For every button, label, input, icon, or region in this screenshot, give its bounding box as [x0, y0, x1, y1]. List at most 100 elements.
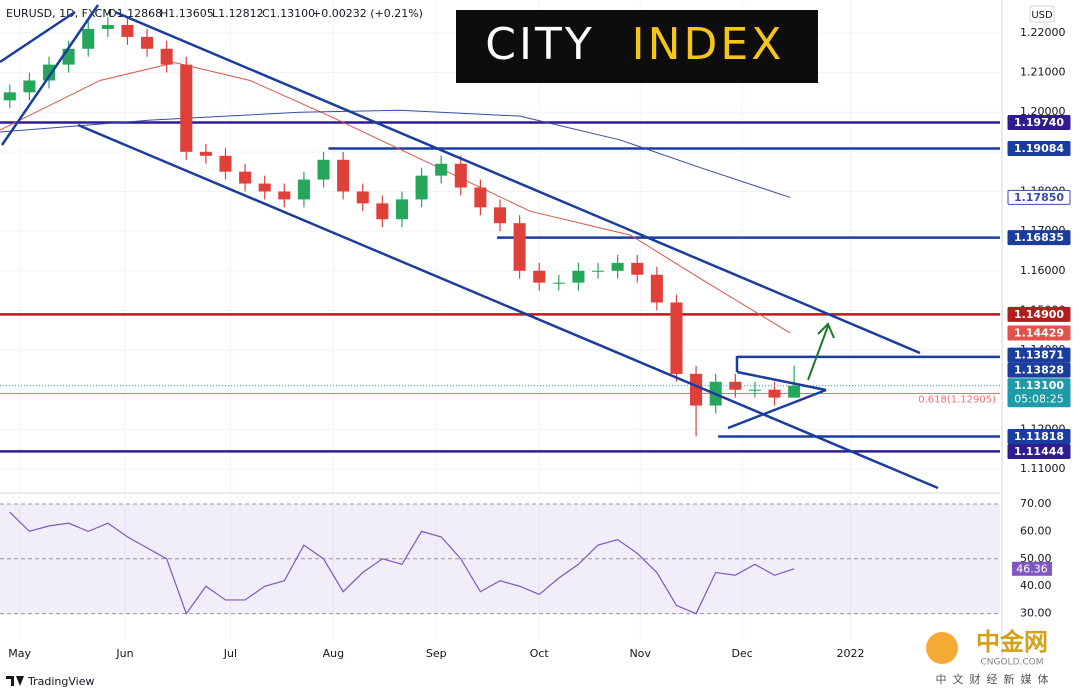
candle-body — [258, 183, 271, 192]
candle-body — [278, 191, 291, 200]
trend-line — [114, 10, 921, 355]
candle-body — [690, 373, 703, 406]
logo-left: CITY — [485, 19, 594, 70]
candle-body — [199, 151, 212, 156]
y-tick-label: 1.20000 — [1020, 105, 1066, 118]
candle-body — [317, 159, 330, 180]
rsi-tick-label: 70.00 — [1020, 497, 1052, 510]
price-label: 1.11818 — [1014, 430, 1064, 443]
watermark-brand: 中金网 — [976, 628, 1048, 656]
watermark-tagline: 中文财经新媒体 — [936, 672, 1055, 686]
currency: USD — [1031, 10, 1053, 21]
moving-average — [0, 109, 791, 198]
candle-body — [415, 175, 428, 200]
trend-line — [0, 10, 76, 64]
rsi-pane — [0, 503, 1000, 615]
candle-body — [141, 36, 154, 49]
candle-body — [180, 64, 193, 152]
candle-body — [513, 223, 526, 271]
candle-body — [101, 24, 114, 29]
price-label: 1.17850 — [1014, 191, 1064, 204]
candle-body — [572, 270, 585, 283]
candle-body — [82, 28, 95, 49]
candle-body — [23, 80, 36, 93]
candle-body — [395, 199, 408, 220]
rsi-line — [9, 511, 795, 615]
rsi-value-box — [1012, 561, 1052, 576]
price-label-box — [1007, 444, 1071, 460]
candle-body — [611, 262, 624, 271]
currency-box — [1029, 5, 1055, 23]
y-tick-label: 1.16000 — [1020, 264, 1066, 277]
x-tick-label: Sep — [426, 647, 447, 660]
rsi-tick-label: 60.00 — [1020, 524, 1052, 537]
candle-body — [42, 64, 56, 81]
moving-average — [0, 62, 791, 334]
candle-body — [297, 179, 310, 200]
candle-body — [454, 163, 467, 188]
candle-body — [3, 92, 16, 101]
symbol: EURUSD, 1D, FXCM — [6, 7, 112, 20]
ohlc-open: O1.12868 — [108, 7, 162, 20]
price-label-box — [1007, 378, 1071, 408]
triangle-line — [727, 388, 827, 430]
candle-body — [121, 24, 134, 37]
triangle-line — [736, 370, 827, 392]
watermark-icon — [926, 632, 958, 664]
candle-body — [650, 274, 663, 303]
candle-body — [670, 302, 683, 374]
logo-right: INDEX — [632, 19, 785, 70]
ohlc-close: C1.13100 — [262, 7, 315, 20]
candle-body — [337, 159, 350, 192]
tv-icon — [6, 676, 24, 686]
candle-body — [768, 389, 781, 398]
price-label-box — [1007, 230, 1071, 246]
drawings — [0, 4, 939, 490]
rsi-tick-label: 30.00 — [1020, 607, 1052, 620]
trend-line — [77, 123, 939, 490]
price-label: 1.11444 — [1014, 445, 1064, 458]
ohlc-low: L1.12812 — [212, 7, 264, 20]
change: +0.00232 (+0.21%) — [312, 7, 423, 20]
header: EURUSD, 1D, FXCM O1.12868 H1.13605 L1.12… — [6, 7, 423, 20]
footer-bar — [0, 668, 1080, 696]
candle-body — [493, 207, 507, 224]
y-tick-label: 1.21000 — [1020, 66, 1066, 79]
footer: TradingView — [27, 675, 94, 688]
candle-body — [474, 187, 487, 208]
candle-body — [631, 262, 644, 275]
logo-box — [456, 10, 818, 83]
price-label-box — [1007, 115, 1071, 130]
price-label: 1.13871 — [1014, 349, 1064, 362]
arrow — [807, 322, 835, 381]
candle-body — [376, 203, 389, 220]
price-label: 1.14429 — [1014, 327, 1064, 340]
candle-body — [552, 282, 565, 284]
grid — [0, 0, 1000, 640]
candle-body — [356, 191, 369, 204]
price-label-box — [1007, 306, 1071, 322]
fib-label: 0.618(1.12905) — [918, 394, 996, 405]
watermark-site: CNGOLD.COM — [980, 658, 1043, 668]
price-label-box — [1007, 347, 1071, 363]
price-axis: 1.220001.210001.200001.190001.180001.170… — [1007, 26, 1071, 620]
price-label-box — [1007, 325, 1071, 341]
candle-body — [160, 48, 173, 65]
candle-body — [62, 48, 75, 65]
y-tick-label: 1.11000 — [1020, 462, 1066, 475]
countdown-label: 05:08:25 — [1014, 393, 1063, 406]
candle-body — [219, 155, 232, 172]
y-tick-label: 1.22000 — [1020, 26, 1066, 39]
trend-line — [0, 4, 100, 146]
price-label-box — [1007, 189, 1071, 205]
candle-body — [533, 270, 546, 283]
x-tick-label: Jul — [223, 647, 237, 660]
x-tick-label: Nov — [629, 647, 651, 660]
candle-body — [592, 270, 605, 272]
x-tick-label: 2022 — [836, 647, 864, 660]
price-label-box — [1007, 362, 1071, 378]
price-label: 1.19084 — [1014, 142, 1064, 155]
